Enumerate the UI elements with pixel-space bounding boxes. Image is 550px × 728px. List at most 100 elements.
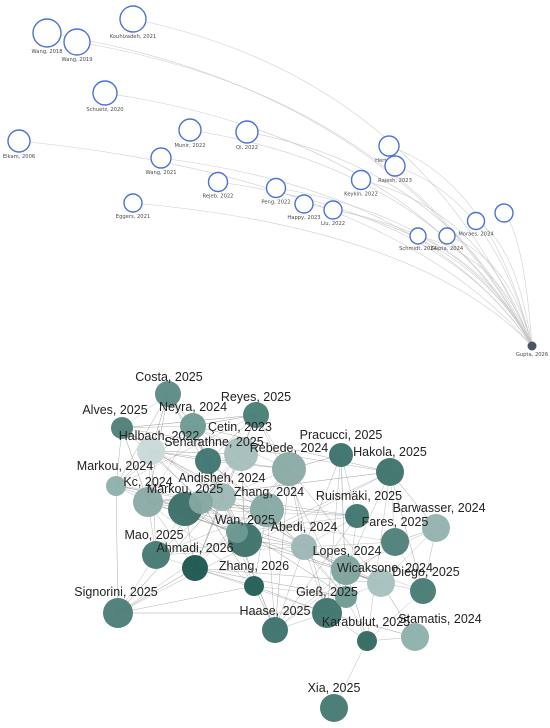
citation-edge [266, 509, 276, 631]
target-paper-node[interactable] [527, 341, 537, 351]
reference-node-eggers-2021[interactable] [123, 193, 143, 213]
citation-edge [147, 501, 255, 587]
reference-node-rejeb-2022[interactable] [207, 171, 229, 193]
reference-node-label: Liu, 2022 [321, 221, 345, 227]
citation-edge [288, 468, 382, 584]
citation-node-label: Stamatis, 2024 [398, 612, 481, 626]
citation-node-rebede-2024[interactable] [272, 452, 306, 486]
citation-edge [274, 515, 358, 631]
citation-edge [155, 509, 268, 556]
citation-edge [303, 546, 424, 592]
citation-node-fares-2025[interactable] [381, 528, 409, 556]
reference-edge [446, 235, 533, 347]
reference-node-schuetz-2020[interactable] [92, 80, 118, 106]
reference-edge [217, 181, 533, 347]
citation-node-unlabeled-33[interactable] [226, 521, 248, 543]
citation-node-label: Markou, 2025 [147, 482, 223, 496]
target-paper-label: Gupta, 2026 [516, 352, 548, 358]
citation-node-halbach-2022[interactable] [137, 437, 165, 465]
citation-node-karabulut-2025[interactable] [357, 631, 377, 651]
citation-edge [274, 546, 305, 631]
reference-node-kouhizadeh-2021[interactable] [119, 5, 147, 33]
citation-node-label: Pracucci, 2025 [300, 428, 383, 442]
reference-node-wang-2019[interactable] [63, 28, 91, 56]
reference-node-wang-2018[interactable] [32, 18, 62, 48]
citation-edge [115, 485, 119, 614]
citation-node-costa-2025[interactable] [155, 381, 181, 407]
citation-node-mao-2025[interactable] [142, 541, 170, 569]
reference-node-label: Eggers, 2021 [116, 214, 150, 220]
citation-node-haase-2025[interactable] [262, 617, 288, 643]
citation-edge [389, 471, 424, 592]
reference-node-label: Rejeb, 2022 [203, 194, 234, 200]
reference-node-label: Schuetz, 2020 [86, 107, 123, 113]
citation-node-pracucci-2025[interactable] [329, 443, 353, 467]
reference-node-happy-2023[interactable] [294, 194, 314, 214]
citation-node-alves-2025[interactable] [111, 417, 133, 439]
citation-node-markou-2024[interactable] [106, 476, 126, 496]
citation-node-zhang-2026[interactable] [244, 576, 264, 596]
reference-node-liu-2022[interactable] [323, 200, 343, 220]
reference-node-peng-2022[interactable] [265, 177, 287, 199]
citation-node-barwasser-2024[interactable] [422, 514, 450, 542]
citation-node-hakola-2025[interactable] [376, 458, 404, 486]
reference-node-hert-2023[interactable] [378, 135, 400, 157]
citation-node-stamatis-2024[interactable] [401, 623, 429, 651]
reference-edge [132, 202, 533, 347]
reference-node-label: Rajesh, 2023 [378, 178, 412, 184]
reference-edge [76, 41, 533, 347]
citation-node-label: Ahmadi, 2026 [156, 541, 233, 555]
citation-edge [326, 612, 416, 638]
citation-node-abedi-2024[interactable] [291, 534, 317, 560]
reference-edge [475, 220, 533, 347]
citation-node-lopes-2024[interactable] [331, 555, 361, 585]
citation-edge [200, 501, 255, 587]
citation-node-diego-2025[interactable] [410, 578, 436, 604]
citation-node-label: Markou, 2024 [77, 459, 153, 473]
citation-node-label: Xia, 2025 [308, 681, 361, 695]
citation-node-neyra-2024[interactable] [180, 413, 206, 439]
reference-node-keykin-2022[interactable] [350, 169, 372, 191]
citation-node-kc-2024[interactable] [133, 487, 163, 517]
reference-node-gupta-2024[interactable] [438, 227, 456, 245]
citation-node-wicaksono-2024[interactable] [367, 569, 395, 597]
citation-node-ahmadi-2026[interactable] [182, 555, 208, 581]
citation-node-unlabeled-32[interactable] [189, 490, 213, 514]
citation-node-andisheh-2024[interactable] [208, 483, 236, 511]
reference-node-label: Schmidt, 2024 [399, 246, 437, 252]
citation-node-cetin-2023[interactable] [224, 437, 258, 471]
citation-edge [221, 496, 347, 571]
reference-node-elkam-2006[interactable] [7, 129, 31, 153]
citation-node-zhang-2024[interactable] [250, 493, 284, 527]
citation-edge [117, 531, 238, 614]
citation-node-ruismaki-2025[interactable] [345, 504, 369, 528]
citation-node-label: Wicaksono, 2024 [337, 561, 433, 575]
reference-node-munir-2022[interactable] [178, 118, 202, 142]
reference-node-label: Peng, 2022 [261, 200, 290, 206]
reference-node-qi-2022[interactable] [235, 120, 259, 144]
citation-node-label: Andisheh, 2024 [179, 471, 266, 485]
reference-node-rajesh-2023[interactable] [384, 155, 406, 177]
reference-node-node[interactable] [494, 203, 514, 223]
citation-edge [244, 471, 391, 541]
reference-edge [18, 140, 533, 347]
citation-node-signorini-2025[interactable] [103, 598, 133, 628]
reference-edge [189, 129, 533, 347]
reference-node-schmidt-2024[interactable] [409, 227, 427, 245]
reference-node-moraes-2024[interactable] [466, 211, 486, 231]
citation-node-label: Halbach, 2022 [119, 429, 200, 443]
citation-node-xia-2025[interactable] [320, 694, 348, 722]
reference-edge [332, 209, 533, 347]
reference-edge [246, 131, 533, 347]
citation-node-reyes-2025[interactable] [243, 402, 269, 428]
citation-node-senarathne-2025[interactable] [195, 448, 221, 474]
citation-node-unlabeled-34[interactable] [335, 586, 357, 608]
citation-edge [192, 425, 391, 473]
reference-node-label: Wang, 2021 [145, 170, 176, 176]
reference-node-label: Gupta, 2024 [431, 246, 464, 252]
citation-edge [326, 454, 342, 614]
reference-node-wang-2021[interactable] [150, 147, 172, 169]
reference-node-label: Wang, 2019 [61, 57, 92, 63]
citation-node-gie-2025[interactable] [312, 598, 342, 628]
